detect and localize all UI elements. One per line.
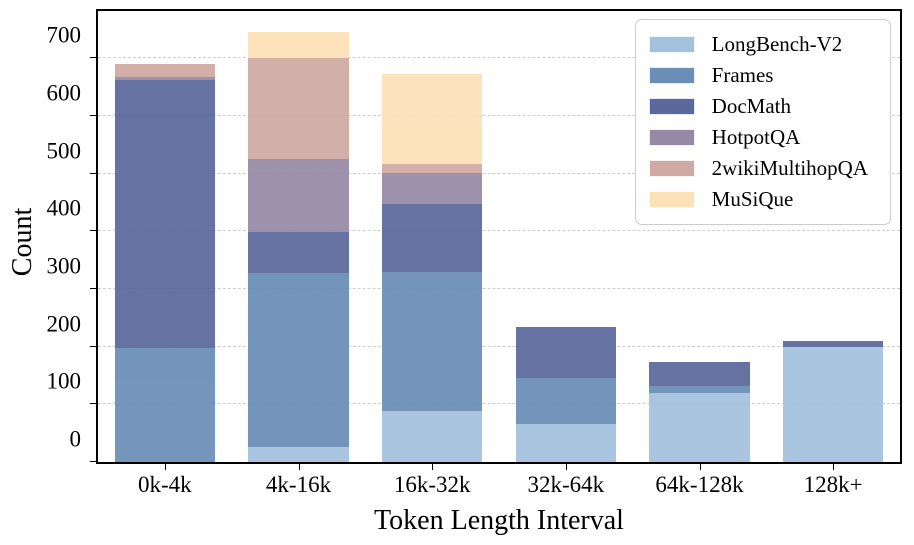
legend-label-DocMath: DocMath xyxy=(711,94,791,118)
bar-segment-DocMath xyxy=(649,361,750,387)
y-tick-mark-700 xyxy=(90,57,98,59)
legend-label-2wikiMultihopQA: 2wikiMultihopQA xyxy=(711,156,868,180)
bar-segment-LongBench-V2 xyxy=(515,423,616,462)
y-tick-mark-400 xyxy=(90,230,98,232)
x-tick-label-16k-32k: 16k-32k xyxy=(393,472,471,497)
y-axis-title: Count xyxy=(7,207,38,277)
x-tick-mark-16k-32k xyxy=(432,462,434,470)
legend-item-DocMath: DocMath xyxy=(648,91,868,122)
x-tick-mark-0k-4k xyxy=(164,462,166,470)
x-tick-mark-128k+ xyxy=(833,462,835,470)
legend-swatch-2wikiMultihopQA xyxy=(648,160,695,177)
stacked-bar-4k-16k xyxy=(248,11,349,462)
x-tick-label-128k+: 128k+ xyxy=(803,472,863,497)
y-tick-label-700: 700 xyxy=(46,22,82,48)
y-tick-label-300: 300 xyxy=(46,253,82,279)
legend-swatch-HotpotQA xyxy=(648,129,695,146)
gridline-600 xyxy=(98,114,900,116)
gridline-200 xyxy=(98,345,900,347)
y-tick-mark-100 xyxy=(90,403,98,405)
bar-segment-2wikiMultihopQA xyxy=(114,64,215,77)
legend-swatch-Frames xyxy=(648,67,695,84)
y-tick-mark-200 xyxy=(90,345,98,347)
y-tick-label-100: 100 xyxy=(46,368,82,394)
y-tick-mark-300 xyxy=(90,287,98,289)
stacked-bar-64k-128k xyxy=(649,11,750,462)
bar-slot-128k+ xyxy=(766,11,900,462)
bar-segment-2wikiMultihopQA xyxy=(248,58,349,159)
bar-segment-DocMath xyxy=(515,326,616,379)
stacked-bar-0k-4k xyxy=(114,11,215,462)
stacked-bar-16k-32k xyxy=(382,11,483,462)
bar-slot-32k-64k xyxy=(499,11,633,462)
gridline-700 xyxy=(98,57,900,59)
bar-segment-Frames xyxy=(248,273,349,448)
y-tick-label-500: 500 xyxy=(46,138,82,164)
x-tick-label-0k-4k: 0k-4k xyxy=(137,472,192,497)
legend-swatch-DocMath xyxy=(648,98,695,115)
y-tick-mark-0 xyxy=(90,461,98,462)
legend-label-LongBench-V2: LongBench-V2 xyxy=(711,32,843,56)
x-tick-mark-64k-128k xyxy=(699,462,701,470)
gridline-300 xyxy=(98,287,900,289)
x-tick-mark-32k-64k xyxy=(565,462,567,470)
bar-segment-Frames xyxy=(515,378,616,424)
stacked-bar-32k-64k xyxy=(515,11,616,462)
bar-segment-Frames xyxy=(382,272,483,411)
x-tick-label-4k-16k: 4k-16k xyxy=(265,472,332,497)
bar-segment-Frames xyxy=(649,386,750,393)
legend-item-HotpotQA: HotpotQA xyxy=(648,122,868,153)
plot-area: 0 100 200 300 400 500 600 700 0k-4k 4k-16k 16k-32… xyxy=(47,9,902,496)
y-tick-label-0: 0 xyxy=(69,426,82,452)
y-tick-label-600: 600 xyxy=(46,80,82,106)
bar-segment-DocMath xyxy=(114,80,215,349)
bar-slot-0k-4k xyxy=(98,11,232,462)
stacked-bar-128k+ xyxy=(783,11,884,462)
legend-label-Frames: Frames xyxy=(711,63,774,87)
bar-segment-LongBench-V2 xyxy=(649,392,750,462)
bar-segment-DocMath xyxy=(248,232,349,274)
y-tick-mark-500 xyxy=(90,172,98,174)
bar-segment-2wikiMultihopQA xyxy=(382,164,483,174)
bar-segment-MuSiQue xyxy=(248,32,349,59)
legend-item-2wikiMultihopQA: 2wikiMultihopQA xyxy=(648,153,868,184)
legend-item-Frames: Frames xyxy=(648,60,868,91)
legend: LongBench-V2 Frames DocMath HotpotQA 2wikiMu… xyxy=(634,19,891,225)
legend-swatch-MuSiQue xyxy=(648,191,695,208)
legend-item-MuSiQue: MuSiQue xyxy=(648,184,868,215)
bar-slot-64k-128k xyxy=(633,11,767,462)
bar-slot-16k-32k xyxy=(365,11,499,462)
bar-segment-HotpotQA xyxy=(114,76,215,81)
bar-segment-DocMath xyxy=(783,340,884,348)
bar-segment-LongBench-V2 xyxy=(248,447,349,462)
legend-label-HotpotQA: HotpotQA xyxy=(711,125,801,149)
bar-segment-HotpotQA xyxy=(382,173,483,205)
y-tick-label-200: 200 xyxy=(46,311,82,337)
x-axis-title: Token Length Interval xyxy=(374,505,624,536)
bar-segment-MuSiQue xyxy=(382,74,483,165)
gridline-400 xyxy=(98,230,900,232)
gridline-100 xyxy=(98,403,900,405)
bar-segment-HotpotQA xyxy=(248,158,349,233)
y-tick-mark-600 xyxy=(90,114,98,116)
gridline-500 xyxy=(98,172,900,174)
bar-slot-4k-16k xyxy=(232,11,366,462)
legend-item-LongBench-V2: LongBench-V2 xyxy=(648,29,868,60)
bar-segment-LongBench-V2 xyxy=(783,347,884,462)
bar-segment-LongBench-V2 xyxy=(382,410,483,462)
bars-layer xyxy=(98,11,900,462)
y-tick-label-400: 400 xyxy=(46,195,82,221)
legend-swatch-LongBench-V2 xyxy=(648,36,695,53)
x-tick-label-32k-64k: 32k-64k xyxy=(527,472,605,497)
bar-segment-DocMath xyxy=(382,204,483,273)
bar-segment-Frames xyxy=(114,348,215,462)
x-tick-label-64k-128k: 64k-128k xyxy=(655,472,744,497)
legend-label-MuSiQue: MuSiQue xyxy=(711,187,794,211)
x-tick-mark-4k-16k xyxy=(298,462,300,470)
